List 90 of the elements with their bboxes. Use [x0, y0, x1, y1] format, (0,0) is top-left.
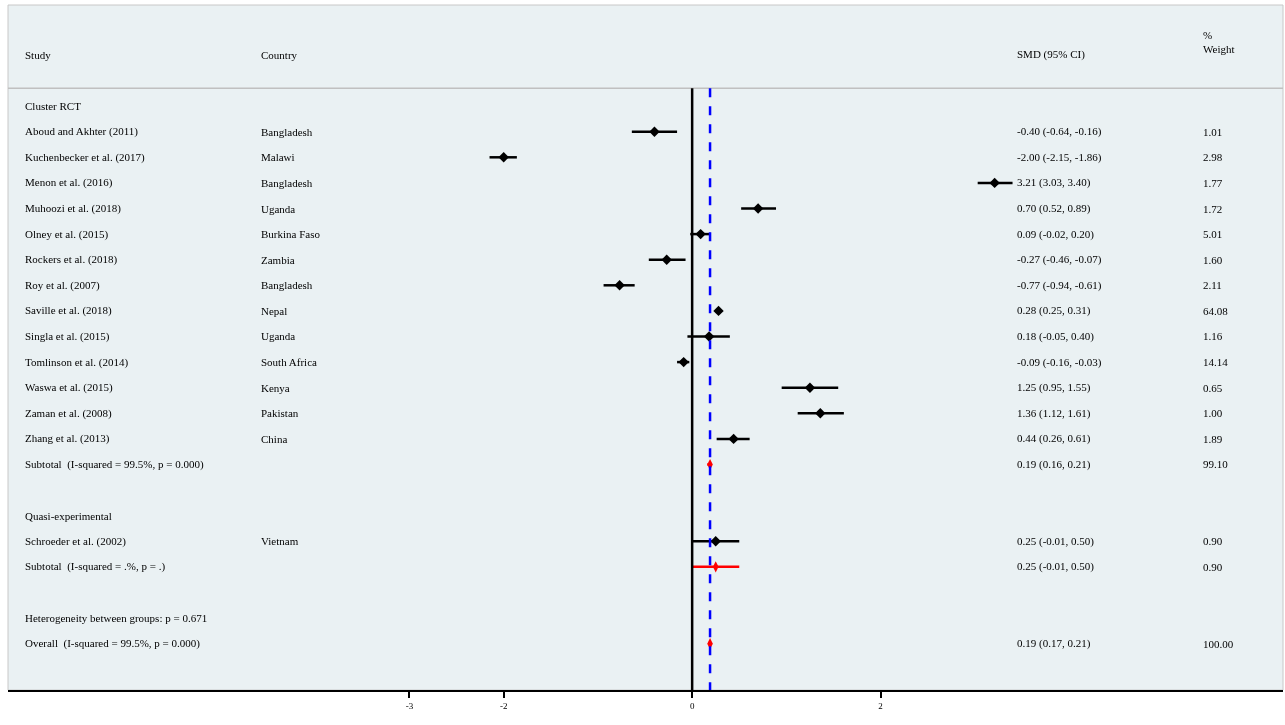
y-tick-label: Subtotal (I-squared = .%, p = .): [25, 560, 166, 573]
y-tick-label: Muhoozi et al. (2018): [25, 202, 122, 215]
point: [703, 331, 715, 342]
text: SMD (95% CI): [1017, 48, 1086, 61]
annotation: 0.25 (-0.01, 0.50): [1017, 535, 1095, 548]
annotation: 0.65: [1203, 382, 1223, 394]
x-tick-label: -2: [499, 700, 508, 711]
annotation: 1.16: [1203, 330, 1223, 342]
annotation: Bangladesh: [261, 279, 313, 291]
x-tick-label: 0: [689, 700, 695, 711]
annotation: 0.18 (-0.05, 0.40): [1017, 330, 1095, 343]
annotation: 0.44 (0.26, 0.61): [1017, 432, 1091, 445]
annotation: 0.19 (0.17, 0.21): [1017, 637, 1091, 650]
annotation: China: [261, 433, 288, 445]
annotation: 1.01: [1203, 126, 1223, 138]
annotation: Kenya: [261, 382, 290, 394]
annotation: Bangladesh: [261, 126, 313, 138]
point: [989, 177, 1000, 189]
annotation: 3.21 (3.03, 3.40): [1017, 176, 1091, 189]
annotation: 99.10: [1203, 458, 1229, 470]
annotation: Uganda: [261, 330, 296, 342]
annotation: Pakistan: [261, 407, 299, 419]
y-tick-label: Singla et al. (2015): [25, 330, 110, 343]
point: [728, 433, 739, 445]
point: [678, 356, 689, 368]
point: [752, 203, 764, 214]
annotation: Uganda: [261, 203, 296, 215]
point: [614, 280, 625, 291]
annotation: Bangladesh: [261, 177, 313, 189]
annotation: Nepal: [261, 305, 288, 317]
annotation: 0.90: [1203, 561, 1223, 573]
annotation: 1.89: [1203, 433, 1223, 445]
annotation: 64.08: [1203, 305, 1229, 317]
y-tick-label: Saville et al. (2018): [25, 304, 113, 317]
y-tick-label: Olney et al. (2015): [25, 228, 109, 241]
point: [661, 254, 672, 265]
point: [695, 228, 706, 240]
annotation: 0.70 (0.52, 0.89): [1017, 202, 1091, 215]
y-tick-label: Quasi-experimental: [25, 510, 112, 522]
text: % Weight: [1203, 29, 1235, 56]
annotation: 1.36 (1.12, 1.61): [1017, 407, 1091, 420]
annotation: 0.25 (-0.01, 0.50): [1017, 560, 1095, 573]
y-tick-label: Tomlinson et al. (2014): [25, 356, 129, 369]
point: [804, 382, 816, 393]
annotation: Malawi: [261, 151, 295, 163]
point: [649, 126, 660, 137]
y-tick-label: Cluster RCT: [25, 100, 82, 112]
annotation: 2.11: [1203, 279, 1222, 291]
annotation: 1.77: [1203, 177, 1223, 189]
y-tick-label: Overall (I-squared = 99.5%, p = 0.000): [25, 637, 201, 650]
y-tick-label: Schroeder et al. (2002): [25, 535, 127, 548]
annotation: 0.90: [1203, 535, 1223, 547]
y-tick-label: Menon et al. (2016): [25, 176, 113, 189]
x-tick-label: -3: [405, 700, 414, 711]
annotation: Burkina Faso: [261, 228, 321, 240]
y-tick-label: Waswa et al. (2015): [25, 381, 114, 394]
annotation: South Africa: [261, 356, 318, 368]
text: Country: [261, 49, 298, 61]
annotation: 2.98: [1203, 151, 1223, 163]
y-tick-label: Heterogeneity between groups: p = 0.671: [25, 612, 208, 624]
text: Study: [25, 49, 52, 61]
annotation: 100.00: [1203, 638, 1234, 650]
annotation: Zambia: [261, 254, 295, 266]
annotation: -0.09 (-0.16, -0.03): [1017, 356, 1102, 369]
annotation: 1.25 (0.95, 1.55): [1017, 381, 1091, 394]
annotation: 0.19 (0.16, 0.21): [1017, 458, 1091, 471]
y-tick-label: Roy et al. (2007): [25, 279, 100, 292]
y-tick-label: Zhang et al. (2013): [25, 432, 110, 445]
y-tick-label: Rockers et al. (2018): [25, 253, 118, 266]
point: [713, 305, 724, 317]
annotation: 1.72: [1203, 203, 1223, 215]
annotation: 0.09 (-0.02, 0.20): [1017, 228, 1095, 241]
annotation: 14.14: [1203, 356, 1229, 368]
y-tick-label: Kuchenbecker et al. (2017): [25, 151, 146, 164]
annotation: 1.60: [1203, 254, 1223, 266]
annotation: -0.40 (-0.64, -0.16): [1017, 125, 1102, 138]
y-tick-label: Subtotal (I-squared = 99.5%, p = 0.000): [25, 458, 204, 471]
y-tick-label: Aboud and Akhter (2011): [25, 125, 139, 138]
annotation: -2.00 (-2.15, -1.86): [1017, 151, 1102, 164]
point: [815, 408, 826, 419]
annotation: -0.27 (-0.46, -0.07): [1017, 253, 1102, 266]
annotation: 5.01: [1203, 228, 1223, 240]
annotation: Vietnam: [261, 535, 299, 547]
point: [710, 536, 721, 547]
y-tick-label: Zaman et al. (2008): [25, 407, 113, 420]
point: [498, 152, 509, 163]
annotation: 1.00: [1203, 407, 1223, 419]
annotation: 0.28 (0.25, 0.31): [1017, 304, 1091, 317]
x-tick-label: 2: [878, 700, 883, 711]
annotation: -0.77 (-0.94, -0.61): [1017, 279, 1102, 292]
